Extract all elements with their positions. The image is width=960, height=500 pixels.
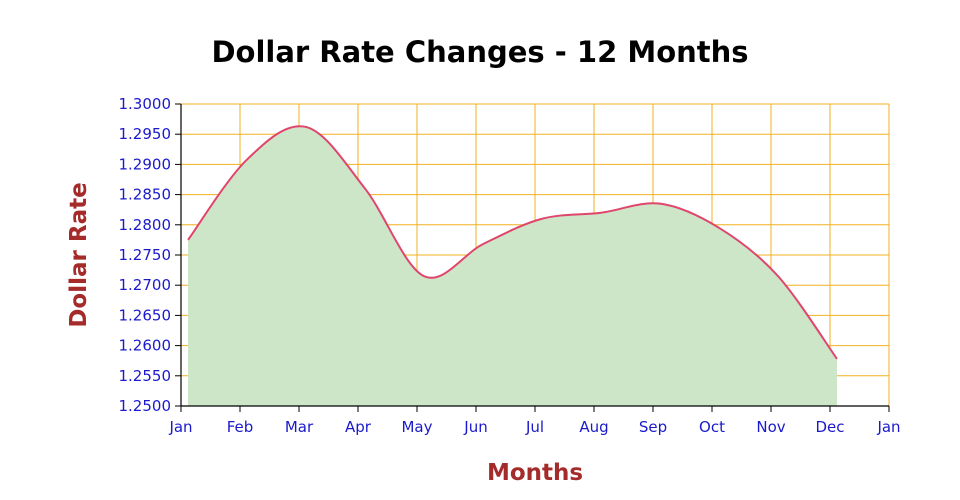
area-fill-layer <box>188 126 837 406</box>
y-tick-label: 1.2850 <box>119 186 172 204</box>
y-tick-labels: 1.3000 1.2950 1.2900 1.2850 1.2800 1.2750 1.27… <box>119 95 172 415</box>
x-tick-label: Aug <box>579 418 608 436</box>
axes <box>175 103 890 412</box>
x-tick-label: Apr <box>345 418 372 436</box>
y-tick-label: 1.2800 <box>119 216 172 234</box>
y-tick-label: 1.2550 <box>119 367 172 385</box>
y-tick-label: 1.2900 <box>119 155 172 173</box>
area-fill <box>188 126 837 406</box>
y-tick-label: 1.2750 <box>119 246 172 264</box>
x-tick-labels: Jan Feb Mar Apr May Jun Jul Aug Sep Oct Nov Dec Jan <box>168 418 900 436</box>
series-line-layer <box>187 125 838 360</box>
y-tick-label: 1.2700 <box>119 276 172 294</box>
y-tick-label: 1.2950 <box>119 125 172 143</box>
x-tick-label: Oct <box>699 418 725 436</box>
y-tick-label: 1.2650 <box>119 306 172 324</box>
x-tick-label: Jun <box>463 418 487 436</box>
x-tick-label: Jan <box>876 418 900 436</box>
x-tick-label: May <box>401 418 432 436</box>
series-line <box>187 125 838 360</box>
y-tick-label: 1.3000 <box>119 95 172 113</box>
x-tick-label: Jan <box>168 418 192 436</box>
x-tick-label: Jul <box>525 418 544 436</box>
y-tick-label: 1.2600 <box>119 337 172 355</box>
x-tick-label: Dec <box>815 418 844 436</box>
x-tick-label: Sep <box>639 418 667 436</box>
y-axis-title: Dollar Rate <box>66 182 92 327</box>
chart-title: Dollar Rate Changes - 12 Months <box>211 35 748 69</box>
y-tick-label: 1.2500 <box>119 397 172 415</box>
x-tick-label: Mar <box>285 418 314 436</box>
x-axis-title: Months <box>487 460 583 486</box>
x-tick-label: Feb <box>227 418 254 436</box>
x-tick-label: Nov <box>756 418 785 436</box>
